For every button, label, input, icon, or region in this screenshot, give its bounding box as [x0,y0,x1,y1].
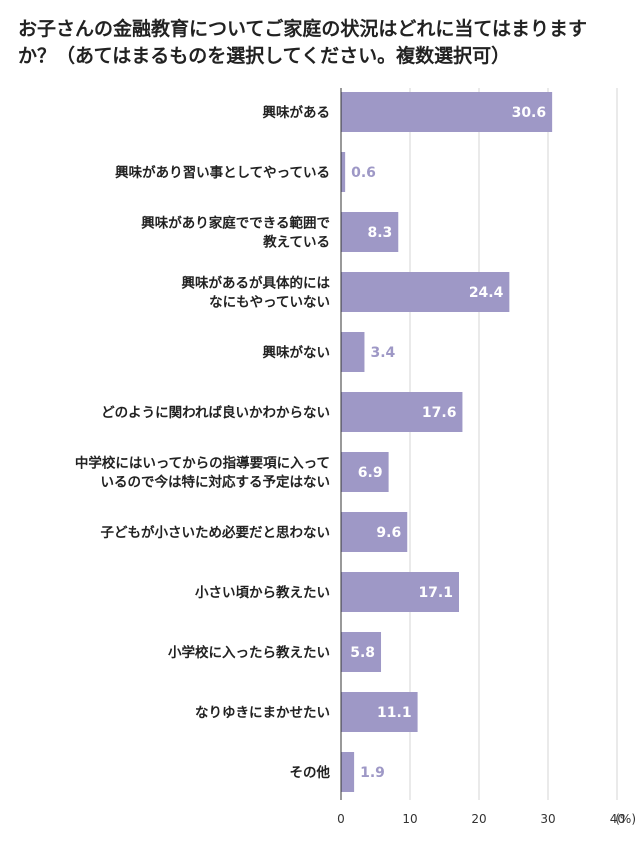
value-label: 11.1 [377,705,412,721]
bar [341,212,399,252]
category-label: 教えている [263,234,330,251]
value-label: 1.9 [360,765,385,781]
category-label: 小さい頃から教えたい [195,584,330,601]
value-label: 3.4 [370,345,395,361]
category-label: 興味がない [263,344,331,361]
bar [341,632,382,672]
bar [341,392,463,432]
value-label: 30.6 [512,105,547,121]
category-label: 小学校に入ったら教えたい [168,644,330,661]
tick-label: 0 [337,812,345,826]
chart-title: お子さんの金融教育についてご家庭の状況はどれに当てはまりますか？（あてはまるもの… [18,18,588,67]
value-label: 5.8 [350,645,375,661]
category-label: 興味があり家庭でできる範囲で [141,215,330,232]
category-label: 子どもが小さいため必要だと思わない [101,524,331,541]
value-label: 24.4 [469,285,504,301]
bar [341,332,365,372]
unit-label: (%) [615,812,636,826]
category-label: 興味がある [263,104,331,121]
value-label: 17.1 [418,585,453,601]
bar [341,272,510,312]
value-label: 9.6 [376,525,401,541]
bar [341,92,553,132]
tick-label: 10 [402,812,417,826]
tick-label: 30 [540,812,555,826]
bar [341,512,408,552]
category-label: 興味があるが具体的には [182,275,331,292]
value-label: 17.6 [422,405,457,421]
category-label: 興味があり習い事としてやっている [115,164,330,181]
category-label: どのように関われば良いかわからない [101,404,330,421]
category-label: なにもやっていない [209,295,330,311]
bar [341,152,346,192]
category-label: なりゆきにまかせたい [195,705,330,721]
bar [341,572,459,612]
category-label: その他 [290,764,331,781]
bar [341,692,418,732]
category-label: 中学校にはいってからの指導要項に入って [75,455,330,472]
bar [341,452,389,492]
value-label: 6.9 [358,465,383,481]
bar [341,752,355,792]
category-label: いるので今は特に対応する予定はない [101,474,331,491]
value-label: 8.3 [367,225,392,241]
tick-label: 20 [471,812,486,826]
value-label: 0.6 [351,165,376,181]
tick-label: 40 [610,812,625,826]
